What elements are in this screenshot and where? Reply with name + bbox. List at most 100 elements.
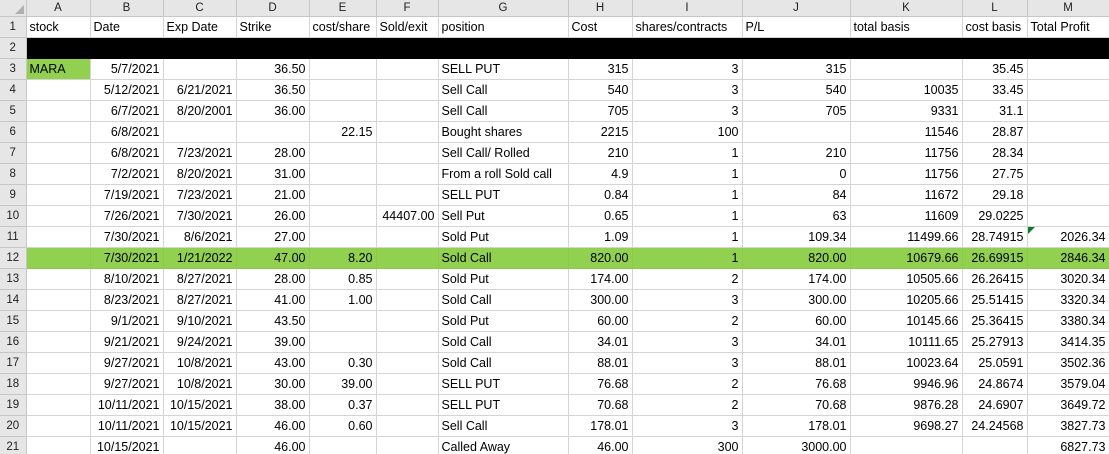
- cell-I15-shares-contracts[interactable]: 2: [631, 310, 743, 332]
- cell-F4-sold-exit[interactable]: [375, 79, 439, 101]
- cell-L9-cost-basis[interactable]: 29.18: [961, 184, 1028, 206]
- cell-D13-strike[interactable]: 28.00: [235, 268, 310, 290]
- cell-E4-cost-per-share[interactable]: [308, 79, 377, 101]
- cell-C21-exp-date[interactable]: [162, 436, 237, 454]
- cell-M14-total-profit[interactable]: 3320.34: [1026, 289, 1109, 311]
- row-header-11[interactable]: 11: [0, 226, 27, 248]
- cell-E11-cost-per-share[interactable]: [308, 226, 377, 248]
- cell-B9-date[interactable]: 7/19/2021: [89, 184, 164, 206]
- cell-M6-total-profit[interactable]: [1026, 121, 1109, 143]
- cell-G16-position[interactable]: Sold Call: [437, 331, 569, 353]
- cell-J10-profit-loss[interactable]: 63: [741, 205, 851, 227]
- cell-L1-cost-basis-header[interactable]: cost basis: [961, 16, 1028, 38]
- cell-H10-cost[interactable]: 0.65: [567, 205, 633, 227]
- cell-F10-sold-exit[interactable]: 44407.00: [375, 205, 439, 227]
- cell-I18-shares-contracts[interactable]: 2: [631, 373, 743, 395]
- cell-D6-strike[interactable]: [235, 121, 310, 143]
- cell-D2-black[interactable]: [235, 37, 310, 59]
- cell-A15-stock[interactable]: [25, 310, 91, 332]
- cell-C13-exp-date[interactable]: 8/27/2021: [162, 268, 237, 290]
- cell-C3-exp-date[interactable]: [162, 58, 237, 80]
- cell-J9-profit-loss[interactable]: 84: [741, 184, 851, 206]
- cell-A5-stock[interactable]: [25, 100, 91, 122]
- cell-M17-total-profit[interactable]: 3502.36: [1026, 352, 1109, 374]
- cell-B19-date[interactable]: 10/11/2021: [89, 394, 164, 416]
- column-header-E[interactable]: E: [308, 0, 377, 17]
- cell-G21-position[interactable]: Called Away: [437, 436, 569, 454]
- row-header-21[interactable]: 21: [0, 436, 27, 454]
- cell-H5-cost[interactable]: 705: [567, 100, 633, 122]
- cell-M15-total-profit[interactable]: 3380.34: [1026, 310, 1109, 332]
- cell-K4-total-basis[interactable]: 10035: [849, 79, 963, 101]
- cell-G9-position[interactable]: SELL PUT: [437, 184, 569, 206]
- cell-A17-stock[interactable]: [25, 352, 91, 374]
- cell-H2-black[interactable]: [567, 37, 633, 59]
- cell-H21-cost[interactable]: 46.00: [567, 436, 633, 454]
- cell-G18-position[interactable]: SELL PUT: [437, 373, 569, 395]
- cell-B12-date[interactable]: 7/30/2021: [89, 247, 164, 269]
- cell-K10-total-basis[interactable]: 11609: [849, 205, 963, 227]
- cell-D14-strike[interactable]: 41.00: [235, 289, 310, 311]
- cell-B15-date[interactable]: 9/1/2021: [89, 310, 164, 332]
- cell-J16-profit-loss[interactable]: 34.01: [741, 331, 851, 353]
- cell-G10-position[interactable]: Sell Put: [437, 205, 569, 227]
- cell-A3-stock[interactable]: MARA: [25, 58, 91, 80]
- cell-B20-date[interactable]: 10/11/2021: [89, 415, 164, 437]
- cell-D20-strike[interactable]: 46.00: [235, 415, 310, 437]
- cell-L17-cost-basis[interactable]: 25.0591: [961, 352, 1028, 374]
- cell-F13-sold-exit[interactable]: [375, 268, 439, 290]
- cell-E1-cost-share-header[interactable]: cost/share: [308, 16, 377, 38]
- row-header-4[interactable]: 4: [0, 79, 27, 101]
- cell-J12-profit-loss[interactable]: 820.00: [741, 247, 851, 269]
- cell-G3-position[interactable]: SELL PUT: [437, 58, 569, 80]
- cell-M19-total-profit[interactable]: 3649.72: [1026, 394, 1109, 416]
- cell-B1-date-header[interactable]: Date: [89, 16, 164, 38]
- cell-I2-black[interactable]: [631, 37, 743, 59]
- cell-M12-total-profit[interactable]: 2846.34: [1026, 247, 1109, 269]
- cell-K18-total-basis[interactable]: 9946.96: [849, 373, 963, 395]
- cell-M21-total-profit[interactable]: 6827.73: [1026, 436, 1109, 454]
- cell-D16-strike[interactable]: 39.00: [235, 331, 310, 353]
- cell-G2-black[interactable]: [437, 37, 569, 59]
- cell-L20-cost-basis[interactable]: 24.24568: [961, 415, 1028, 437]
- cell-G1-position-header[interactable]: position: [437, 16, 569, 38]
- cell-I16-shares-contracts[interactable]: 3: [631, 331, 743, 353]
- cell-D1-strike-header[interactable]: Strike: [235, 16, 310, 38]
- cell-F16-sold-exit[interactable]: [375, 331, 439, 353]
- cell-D15-strike[interactable]: 43.50: [235, 310, 310, 332]
- cell-M3-total-profit[interactable]: [1026, 58, 1109, 80]
- cell-D18-strike[interactable]: 30.00: [235, 373, 310, 395]
- cell-B18-date[interactable]: 9/27/2021: [89, 373, 164, 395]
- cell-L6-cost-basis[interactable]: 28.87: [961, 121, 1028, 143]
- cell-A10-stock[interactable]: [25, 205, 91, 227]
- cell-C7-exp-date[interactable]: 7/23/2021: [162, 142, 237, 164]
- cell-A8-stock[interactable]: [25, 163, 91, 185]
- cell-I19-shares-contracts[interactable]: 2: [631, 394, 743, 416]
- cell-J13-profit-loss[interactable]: 174.00: [741, 268, 851, 290]
- cell-I5-shares-contracts[interactable]: 3: [631, 100, 743, 122]
- cell-M7-total-profit[interactable]: [1026, 142, 1109, 164]
- cell-G17-position[interactable]: Sold Call: [437, 352, 569, 374]
- row-header-9[interactable]: 9: [0, 184, 27, 206]
- cell-C5-exp-date[interactable]: 8/20/2001: [162, 100, 237, 122]
- cell-L15-cost-basis[interactable]: 25.36415: [961, 310, 1028, 332]
- cell-F9-sold-exit[interactable]: [375, 184, 439, 206]
- cell-L11-cost-basis[interactable]: 28.74915: [961, 226, 1028, 248]
- column-header-C[interactable]: C: [162, 0, 237, 17]
- cell-M4-total-profit[interactable]: [1026, 79, 1109, 101]
- cell-H16-cost[interactable]: 34.01: [567, 331, 633, 353]
- cell-A6-stock[interactable]: [25, 121, 91, 143]
- select-all-corner[interactable]: [0, 0, 27, 17]
- cell-K6-total-basis[interactable]: 11546: [849, 121, 963, 143]
- column-header-D[interactable]: D: [235, 0, 310, 17]
- cell-H4-cost[interactable]: 540: [567, 79, 633, 101]
- cell-H13-cost[interactable]: 174.00: [567, 268, 633, 290]
- cell-L14-cost-basis[interactable]: 25.51415: [961, 289, 1028, 311]
- cell-E20-cost-per-share[interactable]: 0.60: [308, 415, 377, 437]
- cell-C4-exp-date[interactable]: 6/21/2021: [162, 79, 237, 101]
- cell-J18-profit-loss[interactable]: 76.68: [741, 373, 851, 395]
- row-header-16[interactable]: 16: [0, 331, 27, 353]
- cell-K8-total-basis[interactable]: 11756: [849, 163, 963, 185]
- cell-K5-total-basis[interactable]: 9331: [849, 100, 963, 122]
- cell-B13-date[interactable]: 8/10/2021: [89, 268, 164, 290]
